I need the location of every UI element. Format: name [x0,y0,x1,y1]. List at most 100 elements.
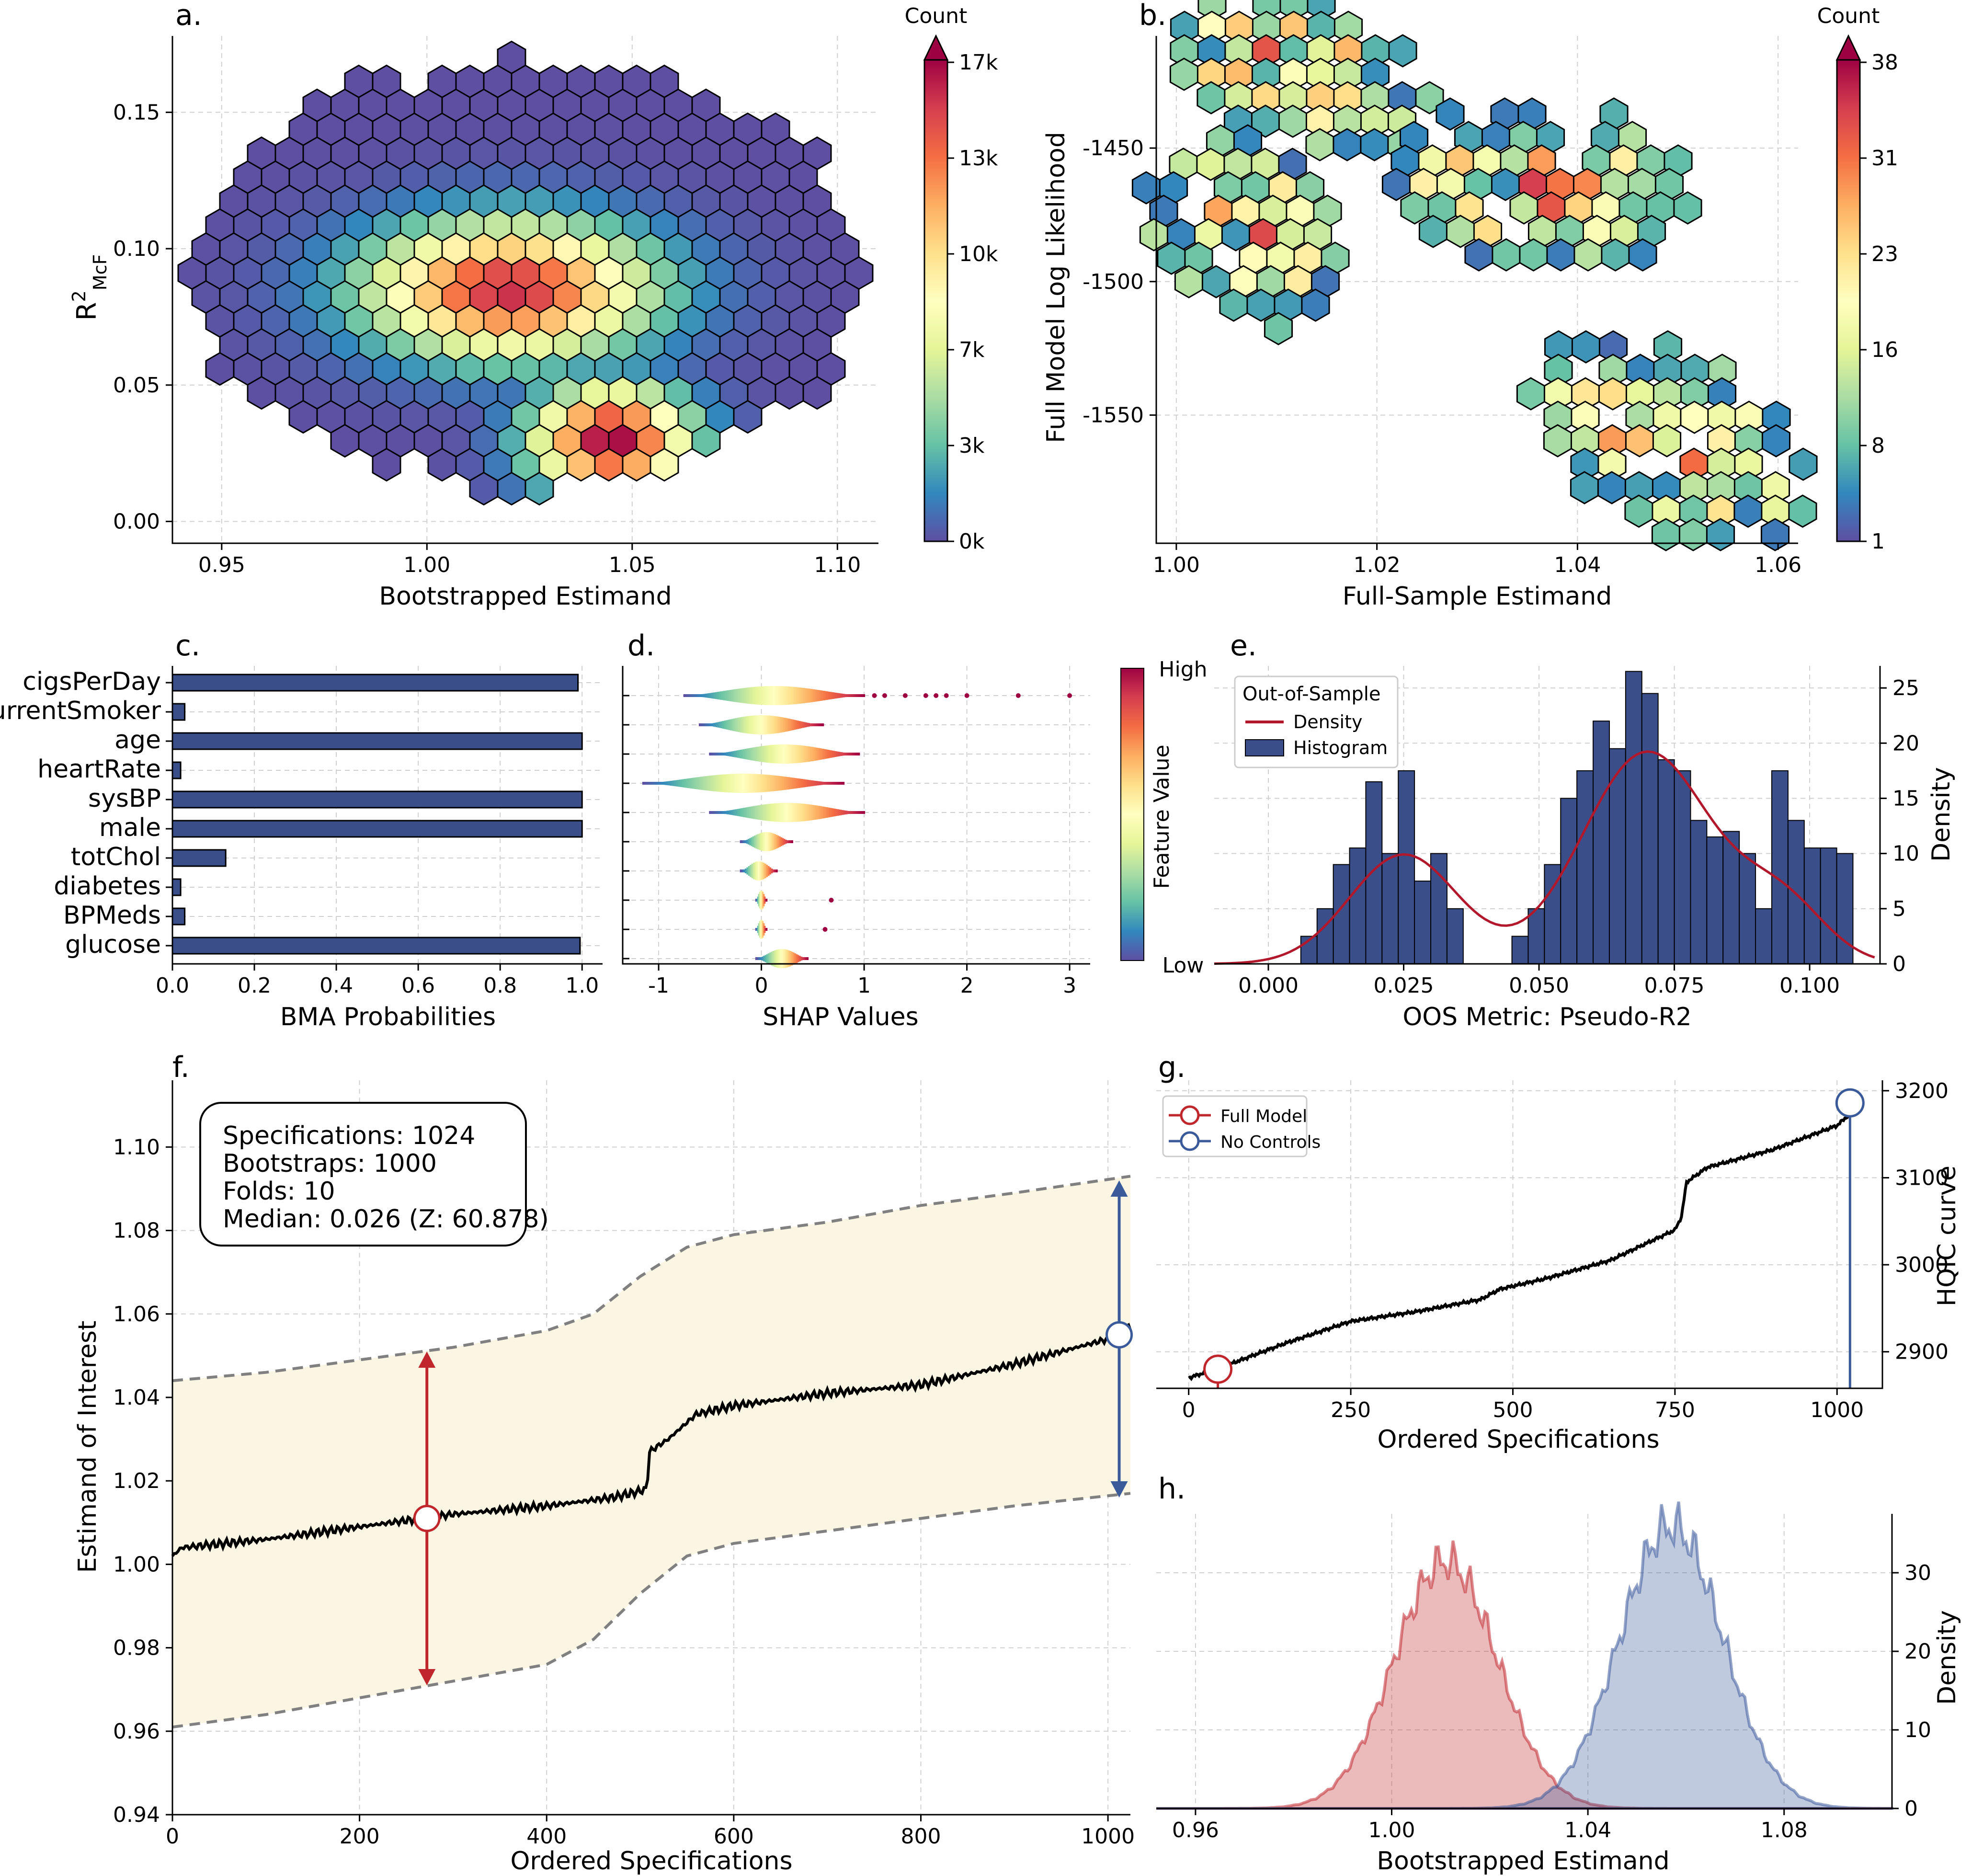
panel-h-xtick-label-2: 1.04 [1564,1818,1611,1842]
panel-c-bar-totChol [171,849,227,867]
panel-e: e. 0.000 0.025 0.050 0.075 0.100 0 5 10 15 20 25 O… [1214,629,1956,1031]
panel-c-xlabel: BMA Probabilities [280,1003,496,1031]
panel-f-ylabel: Estimand of Interest [73,1321,102,1573]
panel-b-hexbin [1169,57,1199,91]
panel-b-colorbar-label-3: 23 [1871,242,1898,266]
panel-e-xtick-label-1: 0.025 [1374,973,1434,998]
panel-e-hist-bar-24 [1690,820,1708,965]
panel-e-ytick-label-0: 0 [1892,952,1906,976]
panel-f-xlabel: Ordered Specifications [510,1847,792,1876]
panel-e-xlabel: OOS Metric: Pseudo-R2 [1402,1003,1691,1031]
panel-b-hexbin [1221,218,1251,252]
panel-e-hist-bar-22 [1657,759,1675,964]
panel-e-hist-bar-3 [1349,847,1367,964]
panel-a-hexbin [372,447,401,482]
panel-b-colorbar-title: Count [1817,4,1880,28]
panel-d-shap-points [623,686,1072,968]
panel-b-hexbin [1678,518,1708,551]
panel-b-hexbin [1388,34,1417,68]
panel-b-xlabel: Full-Sample Estimand [1343,582,1612,611]
panel-b-axes [1155,36,1798,544]
panel-c-label: c. [175,629,200,663]
panel-c-category-cigsPerDay: cigsPerDay [23,667,161,696]
panel-a-xtick-label-0: 0.95 [198,553,245,577]
panel-e-xtick-label-4: 0.100 [1779,973,1840,998]
panel-c-bar-heartRate [171,761,182,779]
panel-b-hexbin [1446,215,1475,248]
panel-a-hexbin [288,400,318,434]
panel-b-xtick-label-1: 1.02 [1354,553,1401,577]
panel-b-hexbin [1570,471,1599,504]
panel-c-bars [171,674,583,955]
panel-c-bar-cigsPerDay [171,674,579,692]
panel-e-label: e. [1230,629,1257,663]
panel-e-ytick-label-2: 10 [1892,842,1919,866]
panel-e-hist-bar-15 [1544,864,1561,964]
panel-h-density-areas [1156,1501,1893,1810]
panel-a-hexbin [205,352,235,386]
panel-d-shap-outlier-0-6 [964,693,969,698]
panel-d-shap-outlier-7-0 [829,898,834,903]
panel-e-hist-bar-26 [1722,831,1740,964]
panel-f-xtick-label-5: 1000 [1081,1824,1135,1849]
annotation-specifications: Specifications: 1024 [223,1121,475,1150]
panel-b-hexbin [1492,238,1521,272]
panel-b-hexbin [1543,424,1573,458]
panel-e-hist-bar-29 [1771,770,1789,964]
panel-a-hexbin [524,471,554,506]
panel-b-colorbar-label-5: 38 [1871,50,1898,75]
panel-d-axes [622,666,1090,965]
panel-a-hexbin [802,376,832,410]
panel-e-hist-bar-20 [1625,671,1642,965]
panel-a-colorbar-label-1: 3k [959,434,985,458]
panel-e-hist-bar-6 [1398,770,1415,964]
panel-c-category-male: male [99,813,161,842]
panel-b-hexbin [1157,241,1186,275]
panel-b-hexbin [1761,424,1791,458]
panel-a-ytick-label-0: 0.00 [113,509,160,534]
panel-f-ytick-label-1: 0.96 [113,1719,160,1744]
panel-f-ytick-label-6: 1.06 [113,1302,160,1327]
svg-text:R2McF: R2McF [68,254,111,321]
panel-b-hexbin [1680,400,1709,434]
annotation-median: Median: 0.026 (Z: 60.878) [223,1205,549,1234]
panel-b-hexbin [1628,238,1657,272]
panel-b-hexbin [1278,104,1308,138]
panel-e-hist-bar-7 [1414,881,1432,964]
panel-e-hist-bar-4 [1365,781,1383,965]
panel-e-density-line [1214,750,1875,965]
panel-c-category-totChol: totChol [71,843,161,871]
panel-a-hexbin [691,423,721,458]
panel-c-category-glucose: glucose [65,930,161,959]
panel-e-hist-bar-28 [1755,908,1772,965]
panel-f-annotation-box: Specifications: 1024 Bootstraps: 1000 Fo… [199,1102,549,1247]
panel-f-xtick-label-4: 800 [901,1824,941,1849]
panel-e-hist-bar-1 [1316,908,1334,965]
panel-e-hist-bar-19 [1608,748,1626,965]
panel-f-ytick-label-2: 0.98 [113,1636,160,1660]
panel-g-ytick-label-0: 2900 [1895,1340,1949,1364]
panel-g-xtick-label-1: 250 [1331,1398,1371,1422]
panel-g-ylabel: HQIC curve [1933,1166,1961,1306]
panel-b-hexbin [1201,265,1231,298]
panel-d: d. -1 0 1 2 3 SHAP Values High Low Feature V… [622,629,1208,1031]
panel-d-colorbar: High Low Feature Value [1120,657,1208,978]
panel-g-ytick-label-3: 3200 [1895,1079,1949,1103]
panel-f-upper-band-line [172,1175,1131,1383]
panel-g-legend-full-model: Full Model [1220,1107,1307,1126]
panel-b-hexbin [1197,81,1226,114]
panel-f-confidence-band [172,1176,1130,1727]
panel-c-xtick-label-5: 1.0 [565,973,599,998]
panel-a-hexbin [622,447,651,482]
panel-b-hexbin [1509,191,1539,225]
panel-d-colorbar-label: Feature Value [1150,744,1174,889]
panel-f-ytick-label-0: 0.94 [113,1803,160,1827]
panel-b-ytick-label-2: -1550 [1083,403,1144,427]
panel-a-xlabel: Bootstrapped Estimand [379,582,672,611]
panel-g-xtick-label-4: 1000 [1810,1398,1864,1422]
panel-b-hexbin [1673,191,1702,225]
panel-a-hexbin [497,471,526,506]
panel-e-legend-density: Density [1293,711,1362,732]
panel-b-hexbin [1706,518,1735,551]
panel-d-colorbar-low: Low [1162,953,1204,978]
